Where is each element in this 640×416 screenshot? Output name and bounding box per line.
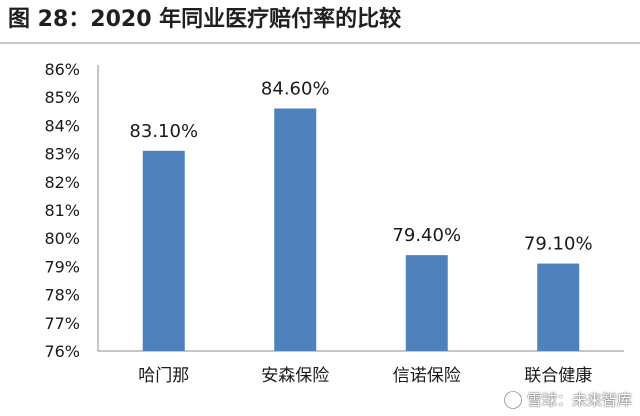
bar-value-label: 83.10% [129,121,198,142]
y-axis-ticks: 86% 85% 84% 83% 82% 81% 80% 79% 78% 77% 76% [44,60,80,361]
bar-value-label: 84.60% [261,78,330,99]
x-category-label: 安森保险 [261,366,329,386]
bar-chart: 86% 85% 84% 83% 82% 81% 80% 79% 78% 77% 76% 83.10%… [44,60,624,386]
x-category-label: 联合健康 [524,366,592,386]
y-tick-label: 77% [44,314,80,333]
figure-title: 图 28：2020 年同业医疗赔付率的比较 [0,0,640,44]
data-labels: 83.10% 84.60% 79.40% 79.10% [129,78,592,254]
y-tick-label: 83% [44,145,80,164]
watermark: 雪球：未来智库 [503,389,632,410]
y-tick-label: 82% [44,173,80,192]
y-tick-label: 84% [44,116,80,135]
bar [142,150,185,351]
bars [142,108,580,351]
y-tick-label: 76% [44,342,80,361]
y-tick-label: 79% [44,257,80,276]
snowball-logo-icon [503,390,523,409]
bar-value-label: 79.40% [392,225,461,246]
bar [537,263,580,351]
bar-value-label: 79.10% [524,234,593,255]
x-category-label: 哈门那 [138,366,189,386]
x-axis-labels: 哈门那 安森保险 信诺保险 联合健康 [138,366,592,386]
watermark-text: 雪球：未来智库 [526,391,632,409]
y-tick-label: 85% [44,88,80,107]
y-tick-label: 81% [44,201,80,220]
y-tick-label: 86% [44,60,80,79]
bar [274,108,317,351]
y-tick-label: 80% [44,229,80,248]
bar [405,255,448,351]
x-category-label: 信诺保险 [393,366,461,386]
y-tick-label: 78% [44,286,80,305]
